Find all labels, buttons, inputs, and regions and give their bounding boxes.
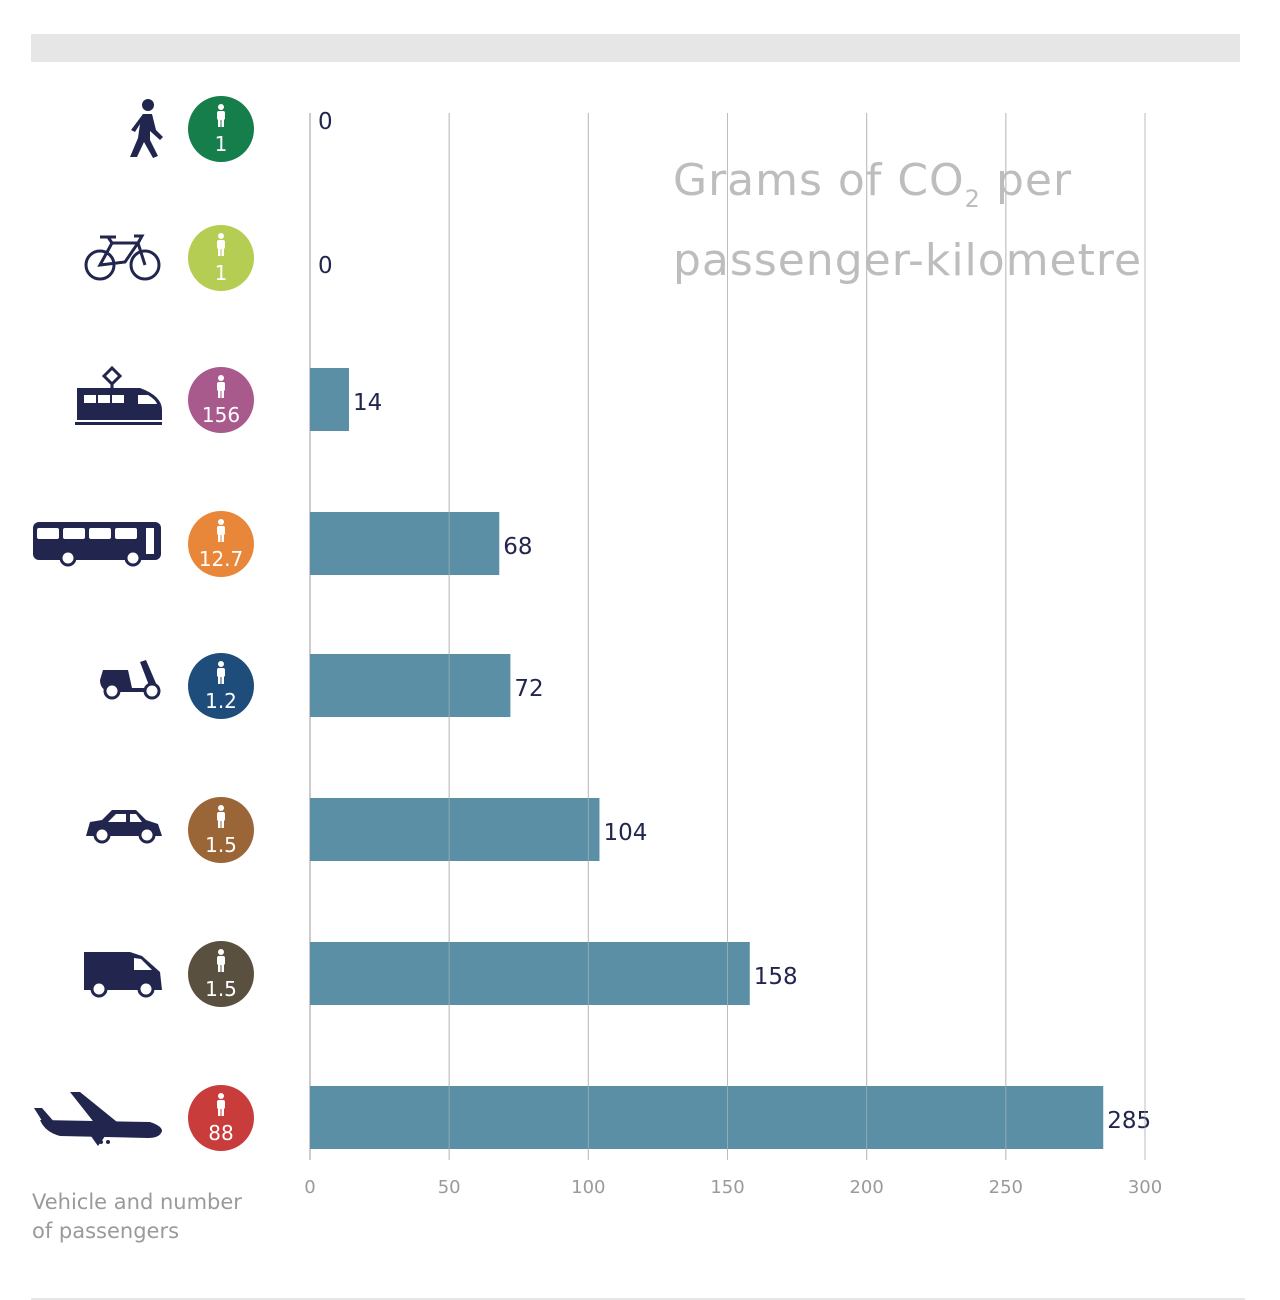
passenger-badge [188, 367, 254, 433]
passenger-count: 12.7 [199, 547, 244, 571]
chart-row: 1.2 72 [100, 653, 544, 719]
x-tick-label: 150 [710, 1177, 744, 1198]
header-bar [31, 34, 1240, 62]
car-icon [86, 810, 162, 844]
bar-value-label: 0 [318, 109, 333, 135]
passenger-badge [188, 1085, 254, 1151]
bar-value-label: 285 [1107, 1108, 1151, 1134]
passenger-badge [188, 96, 254, 162]
chart-title: Grams of CO2 per passenger-kilometre [673, 150, 1142, 292]
title-subscript: 2 [964, 185, 981, 213]
title-text-after: per [980, 155, 1073, 206]
passenger-badge [188, 511, 254, 577]
bar [310, 942, 750, 1005]
van-icon [84, 952, 162, 998]
passenger-count: 1.5 [205, 977, 237, 1001]
x-tick-label: 200 [849, 1177, 883, 1198]
scooter-icon [100, 660, 161, 700]
person-icon [217, 519, 225, 542]
person-icon [217, 104, 225, 127]
passenger-badge [188, 797, 254, 863]
passenger-count: 1.2 [205, 689, 237, 713]
bar-value-label: 68 [503, 534, 532, 560]
footer-divider [31, 1298, 1245, 1300]
bar-value-label: 72 [514, 676, 543, 702]
x-tick-label: 300 [1128, 1177, 1162, 1198]
bar [310, 798, 600, 861]
chart-row: 156 14 [75, 365, 382, 433]
person-icon [217, 949, 225, 972]
bar-value-label: 14 [353, 390, 382, 416]
passenger-count: 1 [215, 132, 228, 156]
person-icon [217, 1093, 225, 1116]
person-icon [217, 805, 225, 828]
footnote-line2: of passengers [32, 1219, 180, 1243]
person-icon [217, 375, 225, 398]
footnote-line1: Vehicle and number [32, 1190, 242, 1214]
bus-icon [33, 522, 161, 567]
passenger-count: 1 [215, 261, 228, 285]
title-line2: passenger-kilometre [673, 235, 1143, 286]
bar-value-label: 0 [318, 253, 333, 279]
airplane-icon [34, 1092, 162, 1146]
x-tick-label: 250 [989, 1177, 1023, 1198]
x-tick-label: 100 [571, 1177, 605, 1198]
passenger-count: 156 [202, 403, 240, 427]
bar-value-label: 104 [603, 820, 647, 846]
bar [310, 1086, 1104, 1149]
chart-row: 12.7 68 [33, 511, 533, 577]
walking-person-icon [130, 99, 163, 158]
passenger-count: 1.5 [205, 833, 237, 857]
bar-value-label: 158 [754, 964, 798, 990]
person-icon [217, 233, 225, 256]
passenger-count: 88 [208, 1121, 233, 1145]
person-icon [217, 661, 225, 684]
bar [310, 654, 511, 717]
train-icon [75, 365, 162, 425]
title-text: Grams of CO [673, 155, 965, 206]
chart-row: 1.5 158 [84, 941, 798, 1007]
passenger-badge [188, 941, 254, 1007]
passenger-badge [188, 225, 254, 291]
chart-row: 10 [130, 96, 333, 162]
x-tick-label: 50 [438, 1177, 461, 1198]
chart-row: 1.5 104 [86, 797, 647, 863]
bar [310, 368, 349, 431]
passenger-badge [188, 653, 254, 719]
y-axis-label: Vehicle and number of passengers [32, 1188, 282, 1246]
bicycle-icon [84, 234, 161, 281]
bar [310, 512, 500, 575]
x-tick-label: 0 [304, 1177, 315, 1198]
chart-row: 88 285 [34, 1085, 1151, 1151]
